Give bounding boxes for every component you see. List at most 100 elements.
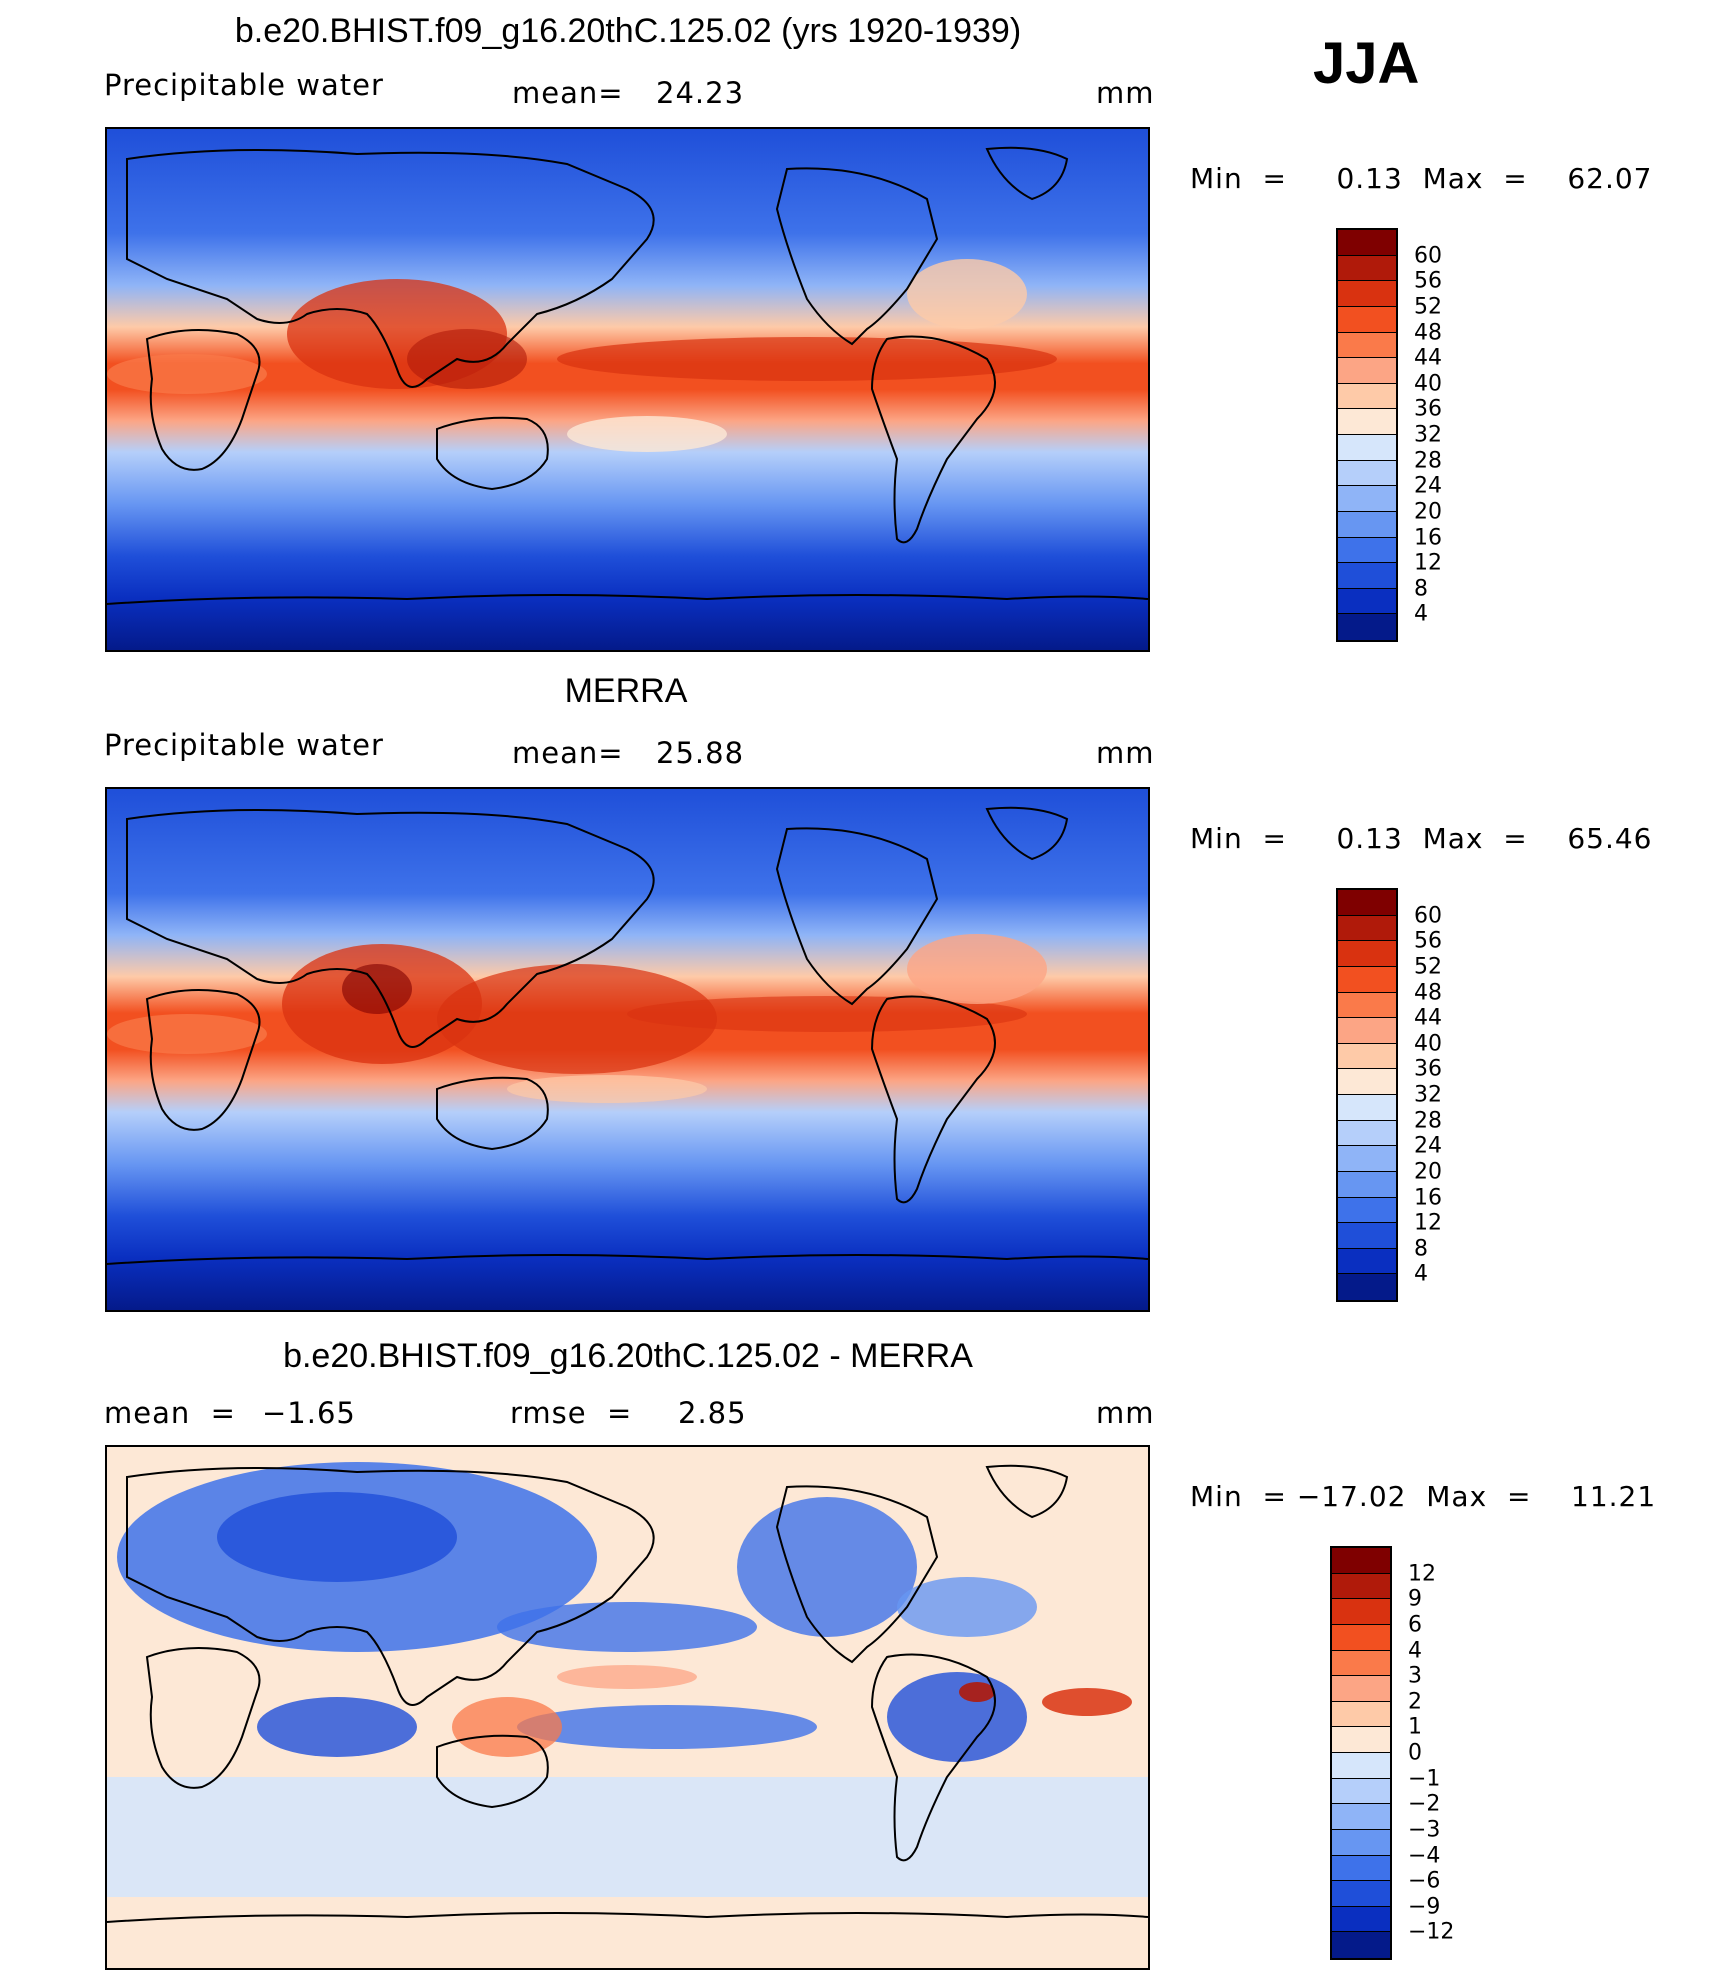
colorbar-swatch: [1338, 966, 1396, 993]
colorbar-tick-label: 12: [1408, 1561, 1436, 1587]
panel3-colorbar-segments: [1332, 1548, 1390, 1958]
colorbar-swatch: [1338, 281, 1396, 307]
colorbar-tick-label: 4: [1414, 601, 1428, 627]
colorbar-swatch: [1338, 511, 1396, 538]
colorbar-tick-label: 8: [1414, 576, 1428, 602]
panel2-map: [105, 787, 1150, 1312]
panel2-colorbar-segments: [1338, 890, 1396, 1300]
colorbar-tick-label: −9: [1408, 1894, 1441, 1920]
panel1-map: [105, 127, 1150, 652]
colorbar-swatch: [1338, 915, 1396, 942]
colorbar-tick-label: 48: [1414, 980, 1442, 1005]
colorbar-tick-label: −4: [1408, 1843, 1441, 1868]
colorbar-tick-label: 24: [1414, 1133, 1442, 1159]
colorbar-tick-label: 48: [1414, 320, 1442, 345]
colorbar-tick-label: −1: [1408, 1766, 1441, 1792]
colorbar-tick-label: 40: [1414, 1031, 1442, 1057]
colorbar-swatch: [1332, 1727, 1390, 1753]
panel3-title: b.e20.BHIST.f09_g16.20thC.125.02 - MERRA: [283, 1337, 973, 1375]
colorbar-swatch: [1332, 1778, 1390, 1805]
colorbar-swatch: [1338, 1146, 1396, 1172]
colorbar-swatch: [1338, 486, 1396, 512]
colorbar-swatch: [1332, 1650, 1390, 1677]
colorbar-tick-label: 4: [1408, 1638, 1422, 1663]
panel1-minmax: Min = 0.13 Max = 62.07: [1190, 162, 1653, 195]
colorbar-swatch: [1332, 1881, 1390, 1907]
colorbar-swatch: [1332, 1804, 1390, 1830]
panel2-variable-label: Precipitable water: [104, 728, 384, 762]
panel1-variable-label: Precipitable water: [104, 68, 384, 102]
colorbar-swatch: [1332, 1676, 1390, 1702]
colorbar-tick-label: 44: [1414, 345, 1442, 371]
colorbar-tick-label: 6: [1408, 1612, 1422, 1638]
colorbar-swatch: [1338, 1018, 1396, 1044]
panel1-coastlines: [107, 146, 1148, 605]
colorbar-tick-label: −6: [1408, 1868, 1441, 1894]
colorbar-swatch: [1332, 1829, 1390, 1856]
colorbar-swatch: [1338, 890, 1396, 916]
colorbar-swatch: [1338, 941, 1396, 967]
colorbar-swatch: [1338, 435, 1396, 461]
colorbar-swatch: [1338, 1274, 1396, 1300]
colorbar-swatch: [1332, 1753, 1390, 1779]
colorbar-tick-label: 24: [1414, 473, 1442, 499]
colorbar-tick-label: 52: [1414, 294, 1442, 320]
colorbar-tick-label: 32: [1414, 422, 1442, 448]
colorbar-tick-label: 3: [1408, 1663, 1422, 1689]
colorbar-swatch: [1338, 992, 1396, 1019]
colorbar-swatch: [1338, 332, 1396, 359]
colorbar-tick-label: 60: [1414, 243, 1442, 269]
colorbar-swatch: [1338, 1043, 1396, 1070]
colorbar-swatch: [1338, 563, 1396, 589]
colorbar-swatch: [1332, 1906, 1390, 1933]
colorbar-tick-label: 8: [1414, 1236, 1428, 1262]
panel2-minmax: Min = 0.13 Max = 65.46: [1190, 822, 1653, 855]
colorbar-swatch: [1338, 1223, 1396, 1249]
colorbar-swatch: [1338, 383, 1396, 410]
season-label: JJA: [1313, 31, 1420, 96]
colorbar-tick-label: 1: [1408, 1714, 1422, 1740]
panel2-mean-value: 25.88: [656, 736, 745, 770]
panel3-coastlines: [107, 1464, 1148, 1923]
colorbar-swatch: [1332, 1624, 1390, 1651]
panel1-title: b.e20.BHIST.f09_g16.20thC.125.02 (yrs 19…: [234, 12, 1022, 50]
colorbar-swatch: [1338, 358, 1396, 384]
colorbar-tick-label: 36: [1414, 396, 1442, 422]
colorbar-tick-label: 56: [1414, 268, 1442, 294]
panel1-mean-label: mean=: [512, 76, 624, 110]
colorbar-swatch: [1332, 1932, 1390, 1958]
colorbar-tick-label: −12: [1408, 1919, 1455, 1945]
colorbar-tick-label: 9: [1408, 1586, 1422, 1612]
colorbar-tick-label: 60: [1414, 903, 1442, 929]
panel1-colorbar: [1336, 228, 1398, 642]
panel2-colorbar: [1336, 888, 1398, 1302]
panel1-mean-value: 24.23: [656, 76, 745, 110]
colorbar-swatch: [1338, 614, 1396, 640]
colorbar-tick-label: 2: [1408, 1689, 1422, 1715]
colorbar-tick-label: −3: [1408, 1817, 1441, 1843]
panel2-coastlines: [107, 806, 1148, 1265]
colorbar-swatch: [1332, 1599, 1390, 1625]
colorbar-swatch: [1338, 460, 1396, 487]
colorbar-swatch: [1338, 230, 1396, 256]
colorbar-tick-label: 28: [1414, 1108, 1442, 1134]
panel2-title: MERRA: [564, 672, 688, 710]
colorbar-tick-label: 44: [1414, 1005, 1442, 1031]
colorbar-tick-label: 4: [1414, 1261, 1428, 1287]
colorbar-tick-label: 16: [1414, 525, 1442, 550]
colorbar-swatch: [1332, 1548, 1390, 1574]
colorbar-swatch: [1332, 1573, 1390, 1600]
colorbar-tick-label: 20: [1414, 499, 1442, 525]
panel3-rmse-value: 2.85: [678, 1396, 747, 1430]
panel1-units: mm: [1096, 76, 1155, 110]
colorbar-swatch: [1332, 1701, 1390, 1728]
colorbar-swatch: [1338, 1171, 1396, 1198]
colorbar-tick-label: 12: [1414, 550, 1442, 576]
colorbar-swatch: [1332, 1855, 1390, 1882]
panel2-units: mm: [1096, 736, 1155, 770]
panel3-colorbar: [1330, 1546, 1392, 1960]
colorbar-swatch: [1338, 1197, 1396, 1224]
colorbar-tick-label: 52: [1414, 954, 1442, 980]
colorbar-swatch: [1338, 1069, 1396, 1095]
colorbar-swatch: [1338, 1120, 1396, 1147]
